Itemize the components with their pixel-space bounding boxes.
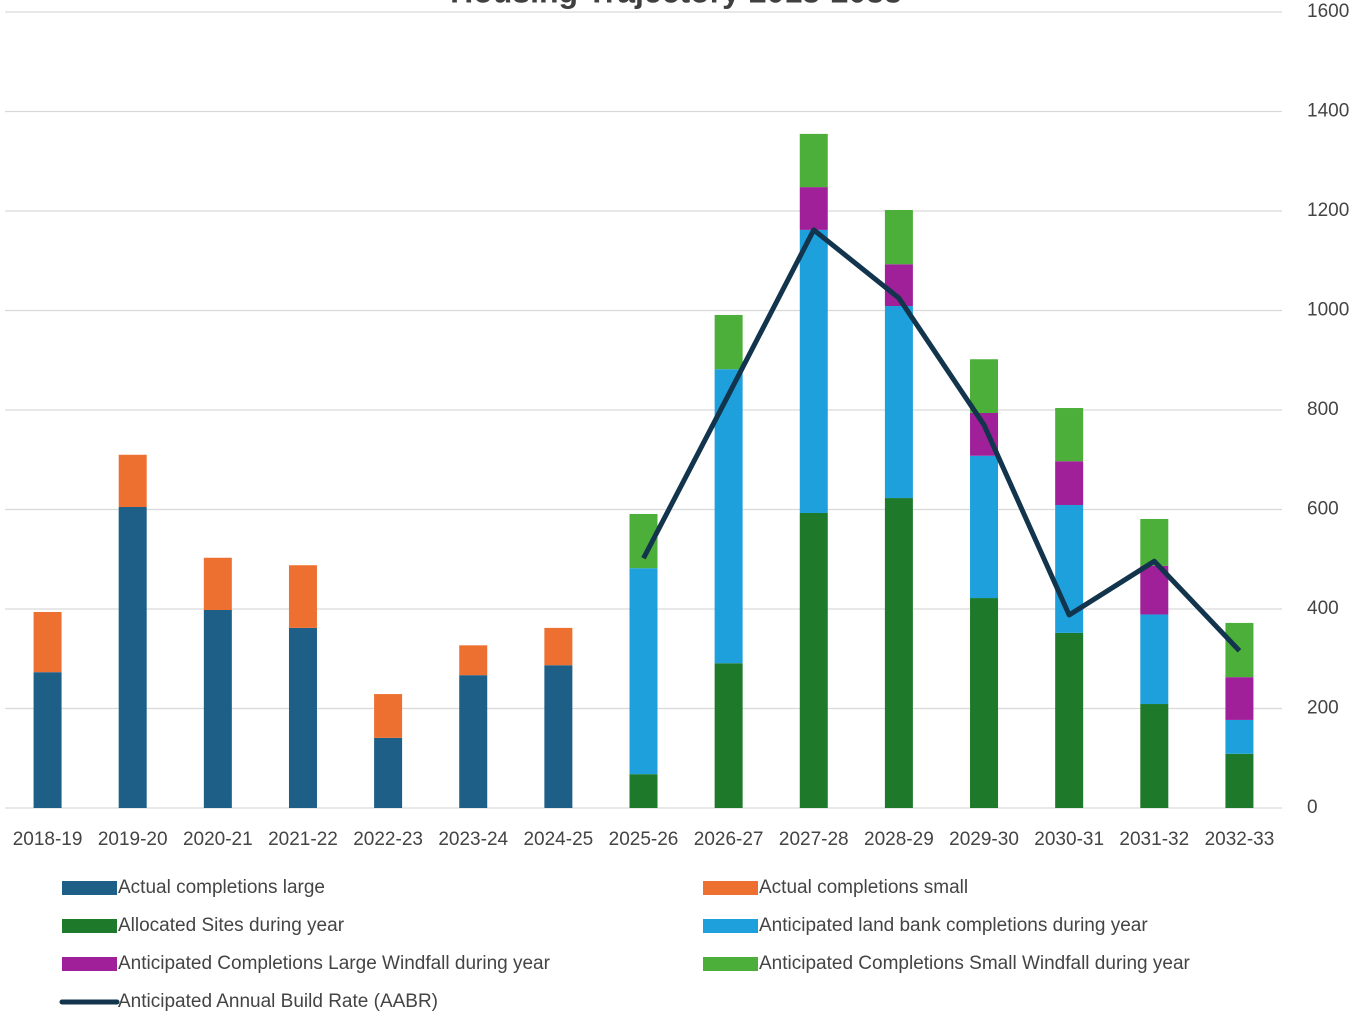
bar-segment (629, 568, 658, 775)
bar-segment (799, 229, 828, 513)
x-tick-label: 2027-28 (779, 829, 849, 850)
x-tick-label: 2020-21 (183, 829, 253, 850)
bar-segment (1055, 461, 1084, 506)
y-tick-label: 800 (1307, 399, 1339, 420)
bar-segment (884, 210, 913, 265)
legend-swatch (703, 919, 758, 933)
bar-segment (1140, 704, 1169, 808)
legend-swatch (703, 957, 758, 971)
bar-segment (1055, 408, 1084, 462)
x-tick-label: 2030-31 (1034, 829, 1104, 850)
x-tick-label: 2023-24 (438, 829, 508, 850)
bar-segment (544, 665, 573, 808)
bar-segment (884, 306, 913, 499)
bar-segment (118, 454, 147, 508)
y-tick-label: 1000 (1307, 300, 1349, 321)
bar-segment (1225, 677, 1254, 720)
legend-label: Anticipated Annual Build Rate (AABR) (118, 991, 438, 1012)
x-tick-label: 2021-22 (268, 829, 338, 850)
bar-segment (203, 609, 232, 808)
bar-segment (459, 675, 488, 808)
y-tick-label: 0 (1307, 797, 1318, 818)
legend-swatch (62, 881, 117, 895)
bar-segment (970, 455, 999, 599)
bar-segment (374, 737, 403, 808)
bar-segment (1055, 632, 1084, 808)
legend-label: Actual completions small (759, 877, 968, 898)
x-tick-label: 2022-23 (353, 829, 423, 850)
legend-label: Allocated Sites during year (118, 915, 345, 936)
y-tick-label: 1600 (1307, 1, 1349, 22)
x-tick-label: 2018-19 (13, 829, 83, 850)
x-tick-label: 2026-27 (694, 829, 764, 850)
bar-segment (799, 187, 828, 230)
y-tick-label: 1200 (1307, 200, 1349, 221)
bar-segment (374, 694, 403, 738)
bar-segment (714, 314, 743, 370)
legend-swatch (703, 881, 758, 895)
line-series (641, 227, 1242, 653)
bar-segment (33, 672, 62, 808)
bar-segment (118, 507, 147, 808)
bar-segment (1140, 518, 1169, 566)
x-tick-label: 2032-33 (1205, 829, 1275, 850)
bar-segment (629, 774, 658, 808)
bar-segment (288, 627, 317, 808)
bar-segment (288, 565, 317, 628)
chart-title: Housing Trajectory 2018-2033 (450, 0, 902, 9)
bar-segment (970, 359, 999, 413)
x-tick-label: 2019-20 (98, 829, 168, 850)
bar-segment (203, 557, 232, 610)
y-tick-label: 1400 (1307, 101, 1349, 122)
x-tick-label: 2031-32 (1119, 829, 1189, 850)
bar-segment (714, 663, 743, 808)
bar-segment (884, 498, 913, 808)
bar-segment (1225, 753, 1254, 808)
bar-segment (1225, 719, 1254, 754)
legend-label: Anticipated Completions Large Windfall d… (118, 953, 551, 974)
legend-swatch (62, 919, 117, 933)
y-tick-label: 600 (1307, 499, 1339, 520)
bar-segment (970, 598, 999, 808)
y-tick-label: 200 (1307, 698, 1339, 719)
legend-label: Actual completions large (118, 877, 325, 898)
bar-segment (459, 645, 488, 676)
x-tick-label: 2025-26 (609, 829, 679, 850)
x-tick-label: 2028-29 (864, 829, 934, 850)
legend-label: Anticipated Completions Small Windfall d… (759, 953, 1191, 974)
x-tick-label: 2024-25 (523, 829, 593, 850)
bar-segment (799, 133, 828, 188)
bar-segment (544, 627, 573, 666)
legend-swatch (62, 957, 117, 971)
bar-segment (714, 369, 743, 664)
bar-segment (799, 512, 828, 808)
y-tick-label: 400 (1307, 598, 1339, 619)
bar-segment (33, 611, 62, 673)
legend-label: Anticipated land bank completions during… (759, 915, 1148, 936)
bar-segment (1140, 614, 1169, 705)
x-tick-label: 2029-30 (949, 829, 1019, 850)
